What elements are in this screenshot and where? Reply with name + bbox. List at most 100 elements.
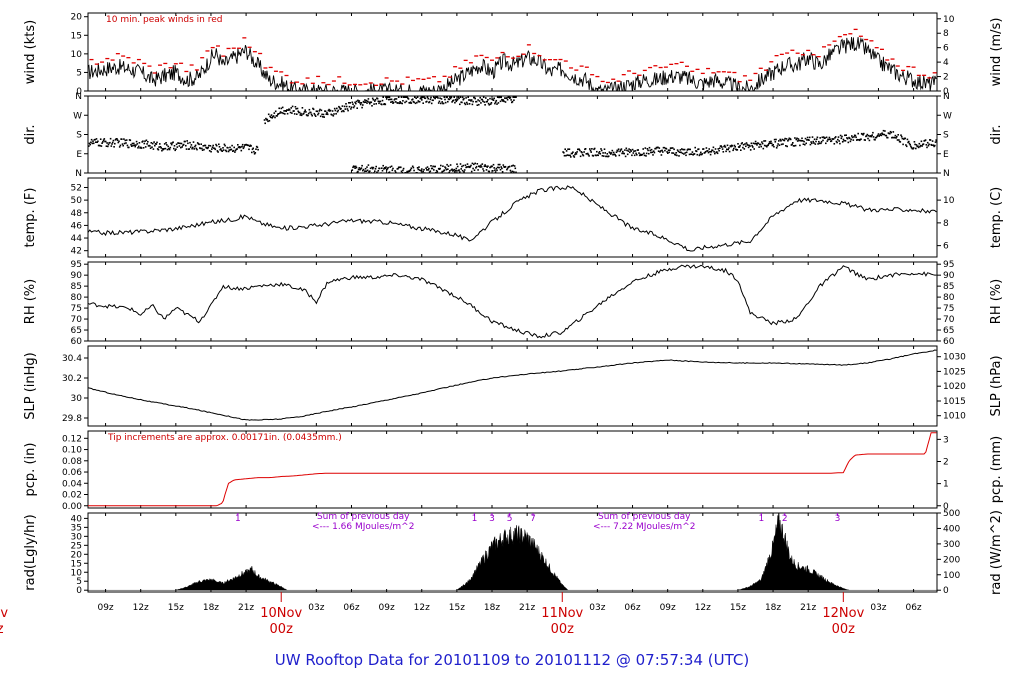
direction-point	[628, 148, 630, 150]
direction-point	[449, 96, 451, 98]
direction-point	[622, 150, 624, 153]
direction-point	[405, 172, 408, 173]
direction-point	[367, 98, 370, 100]
direction-point	[668, 151, 670, 154]
direction-point	[838, 140, 840, 142]
direction-point	[123, 138, 125, 140]
time-axis: 09z 12z 15z 18z 21z 03z 06z 09z 12z 15z 18z 21z 03z 0…	[0, 592, 922, 637]
right-tick-label: 400	[943, 524, 960, 534]
direction-point	[427, 169, 429, 171]
day-label: 11Nov	[541, 606, 583, 621]
direction-point	[832, 138, 835, 140]
direction-point	[571, 152, 573, 155]
right-tick-label: 2	[943, 457, 949, 467]
direction-point	[486, 166, 488, 168]
direction-point	[145, 139, 148, 142]
direction-point	[194, 144, 197, 147]
direction-point	[308, 108, 311, 111]
direction-point	[707, 150, 709, 152]
direction-point	[343, 105, 346, 108]
direction-point	[303, 111, 306, 113]
direction-point	[676, 154, 678, 157]
y-tick-label: 5	[76, 577, 82, 587]
direction-point	[882, 129, 885, 132]
direction-point	[454, 169, 457, 172]
direction-point	[91, 142, 94, 145]
direction-point	[717, 148, 720, 150]
direction-point	[497, 102, 500, 104]
direction-point	[452, 99, 455, 102]
y-tick-label: 80	[71, 293, 83, 303]
direction-point	[381, 103, 383, 106]
direction-point	[784, 137, 786, 140]
direction-point	[824, 137, 826, 139]
direction-point	[808, 136, 811, 139]
direction-point	[490, 102, 493, 104]
direction-point	[501, 171, 504, 173]
panel-frame	[87, 177, 938, 258]
direction-point	[364, 170, 366, 172]
direction-point	[621, 152, 623, 155]
direction-point	[395, 171, 397, 173]
direction-point	[589, 148, 591, 150]
direction-point	[834, 136, 837, 138]
direction-point	[688, 148, 690, 151]
direction-point	[466, 103, 469, 105]
direction-point	[310, 111, 312, 114]
direction-point	[479, 96, 481, 99]
direction-point	[750, 142, 753, 145]
direction-point	[650, 151, 652, 154]
direction-point	[478, 100, 481, 102]
right-axis-label: wind (m/s)	[989, 18, 1004, 87]
y-axis-label: dir.	[23, 124, 38, 144]
direction-point	[165, 142, 167, 144]
direction-point	[143, 142, 146, 145]
direction-point	[416, 167, 419, 169]
direction-point	[102, 141, 104, 143]
direction-point	[447, 165, 450, 167]
direction-point	[119, 144, 122, 147]
direction-point	[606, 153, 609, 155]
direction-point	[496, 169, 498, 172]
direction-point	[363, 101, 365, 104]
direction-point	[421, 99, 423, 101]
direction-point	[386, 168, 389, 170]
time-tick-label: 21z	[238, 603, 254, 613]
direction-point	[787, 140, 789, 142]
direction-point	[451, 101, 453, 103]
direction-point	[400, 96, 403, 98]
direction-point	[476, 163, 479, 165]
direction-point	[709, 153, 712, 156]
direction-point	[347, 109, 349, 112]
direction-point	[926, 141, 929, 144]
direction-point	[513, 165, 516, 167]
direction-point	[777, 143, 779, 145]
direction-point	[931, 140, 934, 142]
direction-point	[435, 172, 437, 173]
direction-point	[733, 144, 736, 147]
direction-point	[105, 145, 108, 147]
direction-point	[357, 168, 360, 171]
direction-point	[361, 106, 363, 109]
rad-mark-label: 3	[835, 514, 841, 524]
direction-point	[456, 98, 459, 101]
direction-point	[188, 148, 191, 150]
direction-point	[648, 152, 650, 155]
y-tick-label: 0.12	[62, 434, 82, 444]
direction-point	[908, 142, 911, 145]
direction-point	[638, 152, 640, 154]
direction-point	[441, 101, 443, 103]
direction-point	[371, 97, 374, 100]
direction-point	[512, 164, 514, 167]
direction-point	[798, 139, 800, 142]
direction-point	[510, 171, 512, 173]
y-tick-label: 30.2	[62, 374, 82, 384]
right-tick-label: 1	[943, 480, 949, 490]
direction-point	[503, 100, 505, 103]
direction-point	[870, 135, 873, 138]
direction-point	[863, 132, 865, 135]
direction-point	[446, 163, 448, 166]
direction-point	[322, 116, 324, 118]
direction-point	[484, 104, 486, 106]
direction-point	[512, 96, 514, 98]
